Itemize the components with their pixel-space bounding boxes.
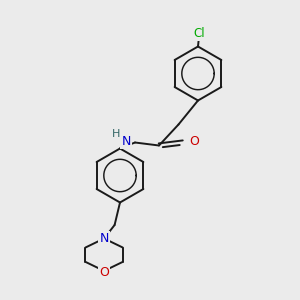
Text: O: O	[99, 266, 109, 279]
Text: N: N	[99, 232, 109, 245]
Text: O: O	[190, 135, 199, 148]
Text: N: N	[121, 135, 131, 148]
Text: Cl: Cl	[194, 27, 205, 40]
Text: H: H	[112, 129, 121, 139]
